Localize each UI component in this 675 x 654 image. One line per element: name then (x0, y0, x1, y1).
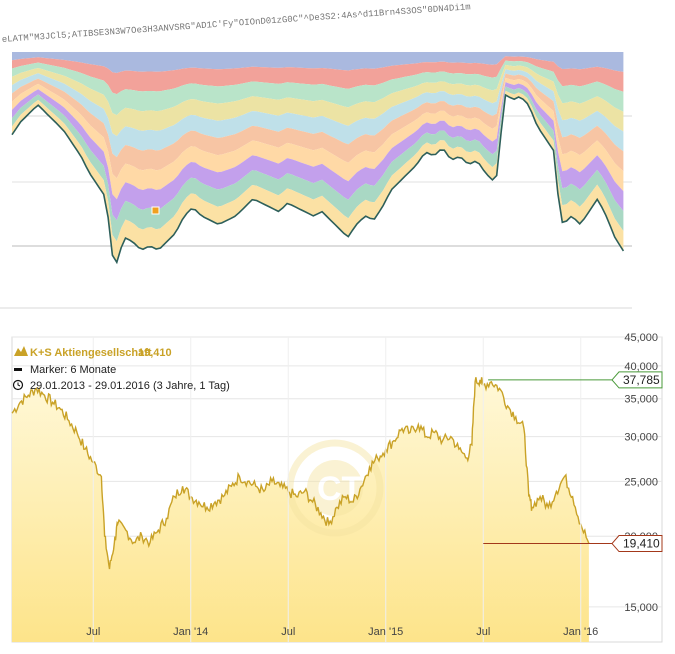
callout-current: 19,410 (483, 535, 663, 553)
callout-current-label: 19,410 (623, 537, 660, 551)
legend-current-value: 19,410 (138, 347, 172, 359)
legend-security-name: K+S Aktiengesellschaft (30, 347, 152, 359)
stacked-area-layer (12, 73, 624, 179)
stacked-area-layer (12, 60, 624, 116)
top-panel-marker[interactable] (151, 206, 160, 215)
callout-current-box (611, 535, 663, 553)
x-axis-ticks: Jul Jan '14 Jul Jan '15 Jul Jan '16 (86, 337, 598, 642)
x-tick-label: Jan '15 (368, 626, 403, 638)
marker-dash-icon (14, 368, 22, 371)
stacked-area-layer (12, 56, 624, 95)
mountain-icon (14, 346, 28, 356)
callout-high: 37,785 (488, 371, 663, 389)
stacked-area-layer (12, 52, 624, 73)
clock-icon (12, 379, 24, 391)
y-tick-label: 25,000 (624, 476, 658, 488)
stacked-area-layer (12, 77, 624, 200)
legend-date-range: 29.01.2013 - 29.01.2016 (3 Jahre, 1 Tag) (30, 380, 230, 392)
y-tick-label: 30,000 (624, 432, 658, 444)
legend: K+S Aktiengesellschaft 19,410 Marker: 6 … (12, 346, 230, 392)
stacked-area-outline (11, 93, 625, 265)
callout-high-box (611, 371, 663, 389)
legend-marker: Marker: 6 Monate (30, 364, 116, 376)
top-panel: eLATM"M3JCl5;ATIBSE3N3W7Oe3H3ANVSRG"AD1C… (0, 0, 675, 322)
y-tick-label: 45,000 (624, 332, 658, 344)
y-axis-ticks: 15,00020,00025,00030,00035,00040,00045,0… (624, 332, 658, 614)
callout-high-label: 37,785 (623, 373, 660, 387)
y-tick-label: 15,000 (624, 602, 658, 614)
x-tick-label: Jan '14 (173, 626, 208, 638)
x-tick-label: Jan '16 (563, 626, 598, 638)
y-tick-label: 35,000 (624, 394, 658, 406)
stacked-area-layers (12, 52, 624, 263)
x-tick-label: Jul (281, 626, 295, 638)
price-chart-panel: CT Jul Jan '14 Jul Jan '15 Jul Jan '16 15,000… (11, 332, 663, 643)
y-tick-label: 40,000 (624, 361, 658, 373)
stacked-area-layer (12, 64, 624, 137)
x-tick-label: Jul (86, 626, 100, 638)
stacked-area-layer (12, 69, 624, 158)
price-line (11, 377, 590, 570)
x-tick-label: Jul (476, 626, 490, 638)
price-area-fill (12, 377, 589, 642)
